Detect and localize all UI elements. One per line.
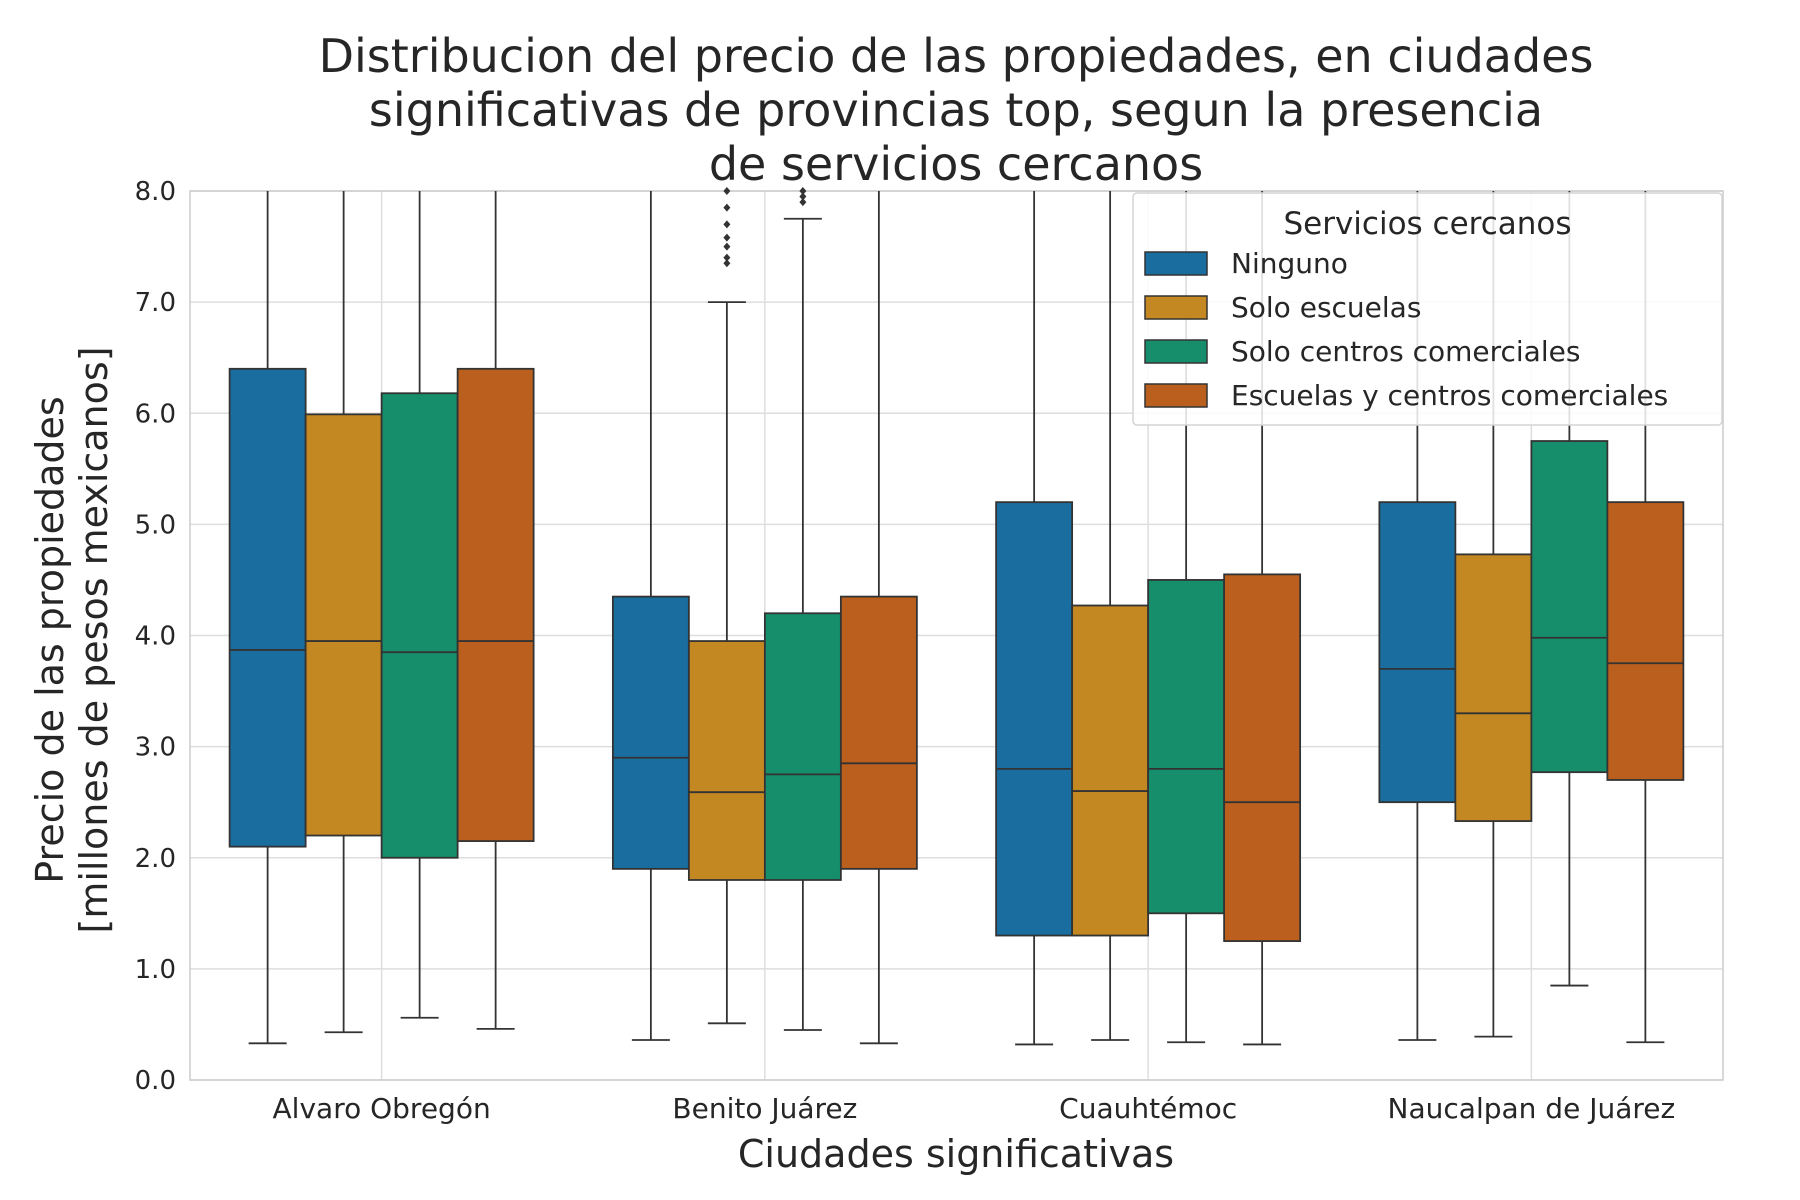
y-axis-title-line-2: [millones de pesos mexicanos] [72,346,116,933]
y-tick-label: 0.0 [135,1066,176,1096]
category-box-group [228,191,535,1045]
legend-swatch [1144,339,1208,364]
box-groups [228,187,1685,1046]
outlier-point [723,242,731,251]
y-tick-label: 6.0 [135,399,176,429]
y-tick-label: 5.0 [135,510,176,540]
legend-label: Ninguno [1231,247,1348,280]
y-axis-ticks: 0.0 1.0 2.0 3.0 4.0 5.0 6.0 7.0 8.0 [135,177,176,1096]
category-box-group [611,187,918,1045]
category-box-group [995,191,1302,1046]
outlier-point [723,220,731,229]
outlier-point [799,187,807,195]
chart-title-line-2: significativas de provincias top, segun … [369,83,1543,137]
legend-title: Servicios cercanos [1283,206,1571,242]
chart-title-line-1: Distribucion del precio de las propiedad… [319,29,1594,83]
box-iqr [611,595,690,870]
box-iqr [763,612,842,881]
y-tick-label: 2.0 [135,844,176,874]
outlier-point [723,253,731,262]
y-tick-label: 3.0 [135,733,176,763]
y-tick-label: 7.0 [135,288,176,318]
legend: Servicios cercanos Ninguno Solo escuelas So… [1132,192,1723,426]
x-axis-ticks: Alvaro Obregón Benito Juárez Cuauhtémoc Nau… [273,1092,1676,1125]
box-iqr [1071,604,1150,937]
y-axis-title: Precio de las propiedades [millones de p… [28,346,116,933]
box-iqr [380,392,459,859]
legend-label: Solo escuelas [1231,291,1421,324]
box-iqr [839,595,918,870]
box-iqr [228,367,307,848]
x-tick-label: Naucalpan de Juárez [1388,1092,1676,1125]
x-tick-label: Cuauhtémoc [1059,1092,1237,1125]
y-axis-title-line-1: Precio de las propiedades [28,396,72,883]
box-iqr [304,413,383,837]
box-iqr [456,367,535,842]
legend-swatch [1144,295,1208,320]
y-tick-label: 1.0 [135,955,176,985]
legend-label: Escuelas y centros comerciales [1231,379,1668,412]
outlier-point [799,192,807,201]
legend-label: Solo centros comerciales [1231,335,1580,368]
box-iqr [1378,501,1457,804]
y-tick-label: 8.0 [135,177,176,207]
legend-swatch [1144,383,1208,408]
box-iqr [1223,573,1302,942]
x-tick-label: Benito Juárez [672,1092,857,1125]
box-iqr [1454,553,1533,822]
box-iqr [687,640,766,881]
plot-area-frame [189,190,1724,1081]
chart-title-line-3: de servicios cercanos [709,137,1203,191]
legend-swatch [1144,251,1208,276]
outlier-point [799,198,807,207]
outlier-point [723,187,731,195]
legend-box [1132,192,1723,426]
x-axis-title: Ciudades significativas [738,1132,1174,1176]
box-iqr [1606,501,1685,781]
outlier-point [723,259,731,268]
box-iqr [995,501,1074,937]
outlier-point [723,233,731,242]
box-iqr [1147,579,1226,915]
box-iqr [1530,440,1609,774]
y-tick-label: 4.0 [135,622,176,652]
x-tick-label: Alvaro Obregón [273,1092,491,1125]
outlier-point [723,203,731,212]
